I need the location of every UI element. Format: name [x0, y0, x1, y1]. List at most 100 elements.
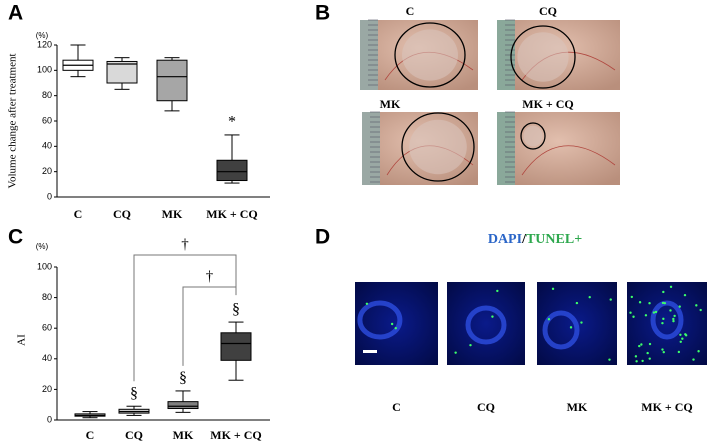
tunel-cell [652, 311, 656, 314]
tunel-cell [679, 340, 682, 343]
tunel-cell [632, 315, 635, 318]
box [156, 59, 188, 102]
gland [650, 300, 684, 340]
tunel-cell [634, 355, 638, 358]
box [106, 60, 138, 84]
tunel-cell [661, 348, 664, 351]
x-tick-label: C [74, 207, 83, 221]
tunel-cell [630, 295, 634, 299]
photo-label: C [406, 4, 415, 18]
tunel-cell [669, 309, 672, 312]
x-tick-label: MK + CQ [210, 428, 262, 442]
tunel-cell [677, 350, 681, 354]
bracket-label: † [206, 268, 214, 284]
lesion [409, 119, 467, 175]
tunel-cell [609, 298, 612, 301]
lesion [517, 32, 569, 82]
y-tick-label: 0 [47, 191, 52, 201]
significance-mark: § [179, 370, 187, 387]
stain-title-part: TUNEL+ [526, 232, 582, 247]
x-tick-label: MK [173, 428, 194, 442]
tunel-cell [699, 308, 702, 312]
significance-mark: § [130, 385, 138, 402]
gland [357, 300, 403, 340]
tunel-cell [648, 357, 651, 360]
tunel-cell [669, 285, 673, 289]
image-label: CQ [477, 400, 495, 414]
tunel-cell [661, 301, 665, 305]
tunel-cell [365, 302, 369, 305]
tunel-cell [608, 358, 611, 361]
image-label: MK [567, 400, 588, 414]
y-tick-label: 60 [42, 115, 52, 125]
y-axis-label: AI [16, 334, 28, 346]
gland [542, 310, 580, 350]
x-tick-label: CQ [125, 428, 143, 442]
fluorescence-image [447, 282, 525, 365]
tunel-cell [679, 333, 682, 337]
tunel-cell [673, 314, 676, 318]
tunel-cell [641, 359, 644, 363]
tunel-cell [648, 302, 651, 305]
y-tick-label: 40 [42, 141, 52, 151]
panel-letter: B [315, 2, 330, 25]
tunel-cell [551, 287, 555, 291]
x-tick-label: CQ [113, 207, 131, 221]
y-tick-label: 80 [42, 90, 52, 100]
stain-title-part: / [521, 232, 527, 247]
y-tick-label: 120 [37, 39, 52, 49]
tunel-cell [640, 343, 643, 346]
y-tick-label: 100 [37, 65, 52, 75]
tunel-cell [638, 344, 641, 348]
tunel-cell [390, 322, 394, 326]
x-tick-label: MK [162, 207, 183, 221]
tunel-cell [547, 318, 551, 321]
tunel-cell [663, 301, 667, 305]
y-tick-label: 100 [37, 261, 52, 271]
ruler [362, 112, 380, 185]
x-tick-label: MK + CQ [206, 207, 258, 221]
tunel-cell [662, 317, 665, 321]
tunel-cell [661, 321, 664, 325]
tunel-cell [692, 358, 695, 361]
bracket [133, 254, 237, 382]
tunel-cell [646, 351, 649, 355]
tunel-cell [678, 305, 681, 308]
tunel-cell [580, 321, 583, 324]
y-unit: (%) [36, 31, 49, 40]
panel-letter: A [8, 2, 23, 25]
bracket-label: † [181, 236, 189, 252]
lesion-outline [401, 112, 475, 182]
lesion-outline [394, 22, 466, 88]
tunel-cell [683, 293, 687, 297]
stain-title-part: DAPI [488, 232, 522, 247]
box [216, 159, 248, 182]
tunel-cell [672, 319, 675, 323]
tunel-cell [629, 311, 632, 314]
tunel-cell [644, 314, 648, 317]
tunel-cell [684, 333, 687, 336]
lesion [402, 29, 458, 81]
tunel-cell [662, 290, 665, 294]
lesion-outline [510, 25, 576, 89]
ruler [497, 112, 515, 185]
y-tick-label: 80 [42, 292, 52, 302]
tunel-cell [454, 351, 457, 354]
tunel-cell [394, 326, 397, 330]
stain-title: DAPI/TUNEL+ [488, 232, 582, 247]
lesion-outline [520, 122, 546, 150]
tunel-cell [491, 315, 494, 318]
bracket [182, 286, 237, 366]
photo-label: CQ [539, 4, 557, 18]
tunel-cell [695, 304, 698, 307]
tunel-cell [672, 317, 675, 321]
scale-bar [363, 350, 377, 353]
tunel-cell [635, 360, 638, 363]
tissue-photo [497, 112, 620, 185]
tunel-cell [697, 350, 700, 353]
y-axis-label: Volume change after treatment [7, 53, 19, 188]
y-tick-label: 0 [47, 414, 52, 424]
tunel-cell [648, 342, 652, 346]
